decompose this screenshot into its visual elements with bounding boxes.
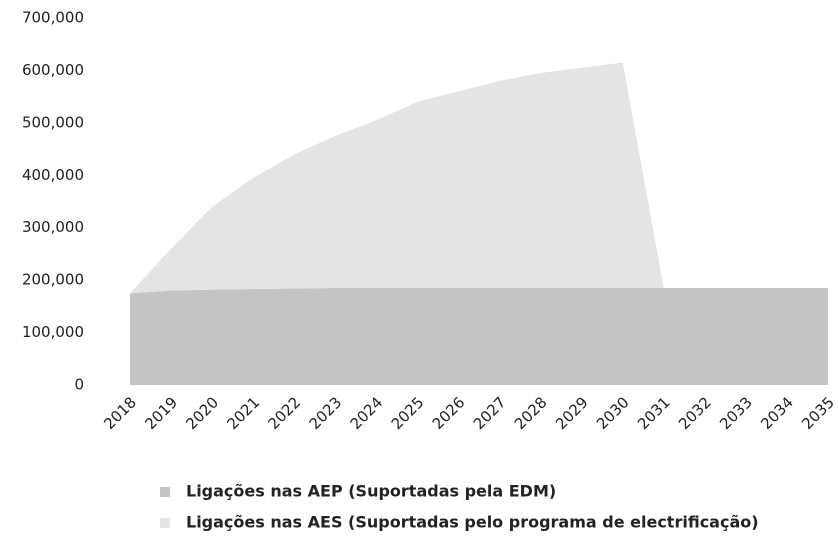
x-tick-label: 2030: [593, 393, 633, 433]
x-tick-label: 2020: [182, 393, 222, 433]
x-tick-label: 2025: [388, 393, 428, 433]
legend-label: Ligações nas AEP (Suportadas pela EDM): [186, 482, 556, 501]
y-tick-label: 300,000: [22, 218, 84, 236]
x-tick-label: 2033: [716, 393, 756, 433]
area: [130, 288, 828, 385]
y-tick-label: 100,000: [22, 323, 84, 341]
y-tick-label: 0: [74, 376, 84, 394]
x-tick-label: 2022: [265, 393, 305, 433]
x-tick-label: 2018: [100, 393, 140, 433]
legend-label: Ligações nas AES (Suportadas pelo progra…: [186, 513, 759, 532]
x-tick-label: 2034: [757, 393, 797, 433]
y-tick-label: 400,000: [22, 166, 84, 184]
y-tick-label: 600,000: [22, 61, 84, 79]
x-tick-label: 2029: [552, 393, 592, 433]
x-tick-label: 2026: [429, 393, 469, 433]
x-tick-label: 2027: [470, 393, 510, 433]
x-tick-label: 2028: [511, 393, 551, 433]
x-tick-label: 2023: [306, 393, 346, 433]
x-tick-label: 2032: [675, 393, 715, 433]
x-tick-label: 2031: [634, 393, 674, 433]
x-tick-label: 2021: [223, 393, 263, 433]
legend-marker: [160, 518, 170, 528]
y-tick-label: 200,000: [22, 271, 84, 289]
legend-marker: [160, 487, 170, 497]
y-tick-label: 700,000: [22, 9, 84, 27]
y-tick-label: 500,000: [22, 113, 84, 131]
x-tick-label: 2035: [798, 393, 838, 433]
x-tick-label: 2019: [141, 393, 181, 433]
x-tick-label: 2024: [347, 393, 387, 433]
area: [130, 62, 828, 294]
